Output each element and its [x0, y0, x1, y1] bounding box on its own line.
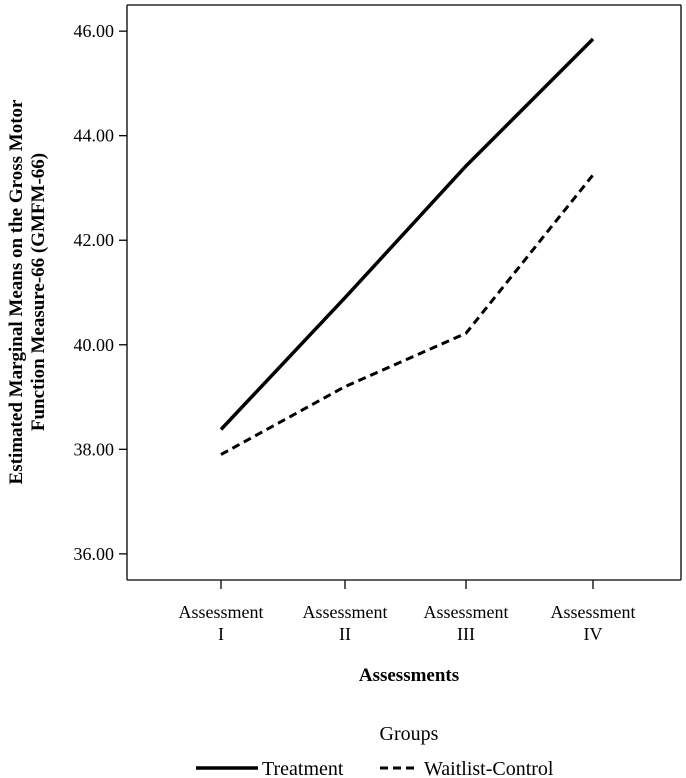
x-tick-label: Assessment — [179, 602, 264, 622]
y-tick-label: 46.00 — [74, 21, 115, 41]
plot-frame — [126, 4, 682, 581]
y-tick-label: 36.00 — [74, 544, 115, 564]
y-axis-title-line-1: Estimated Marginal Means on the Gross Mo… — [6, 99, 27, 484]
x-tick-label: I — [218, 624, 224, 644]
y-tick-label: 42.00 — [74, 230, 115, 250]
x-tick-label: III — [457, 624, 475, 644]
series-line-waitlist-control — [220, 173, 595, 456]
x-axis-title: Assessments — [359, 665, 459, 686]
legend-label-waitlist-control: Waitlist-Control — [424, 758, 554, 778]
y-tick-label: 40.00 — [74, 335, 115, 355]
legend: Groups Treatment Waitlist-Control — [196, 723, 554, 778]
y-axis-ticks: 36.00 38.00 40.00 42.00 44.00 46.00 — [74, 21, 127, 564]
y-axis-title-line-2: Function Measure-66 (GMFM-66) — [28, 153, 49, 431]
x-axis-ticks: AssessmentIAssessmentIIAssessmentIIIAsse… — [179, 580, 636, 644]
x-tick-label: Assessment — [303, 602, 388, 622]
legend-label-treatment: Treatment — [262, 758, 344, 778]
x-tick-label: II — [339, 624, 351, 644]
series-layer — [219, 37, 595, 456]
y-tick-label: 38.00 — [74, 439, 115, 459]
y-tick-label: 44.00 — [74, 126, 115, 146]
x-tick-label: Assessment — [551, 602, 636, 622]
x-tick-label: Assessment — [424, 602, 509, 622]
series-line-treatment — [219, 37, 595, 431]
legend-title: Groups — [380, 723, 439, 745]
x-tick-label: IV — [584, 624, 603, 644]
